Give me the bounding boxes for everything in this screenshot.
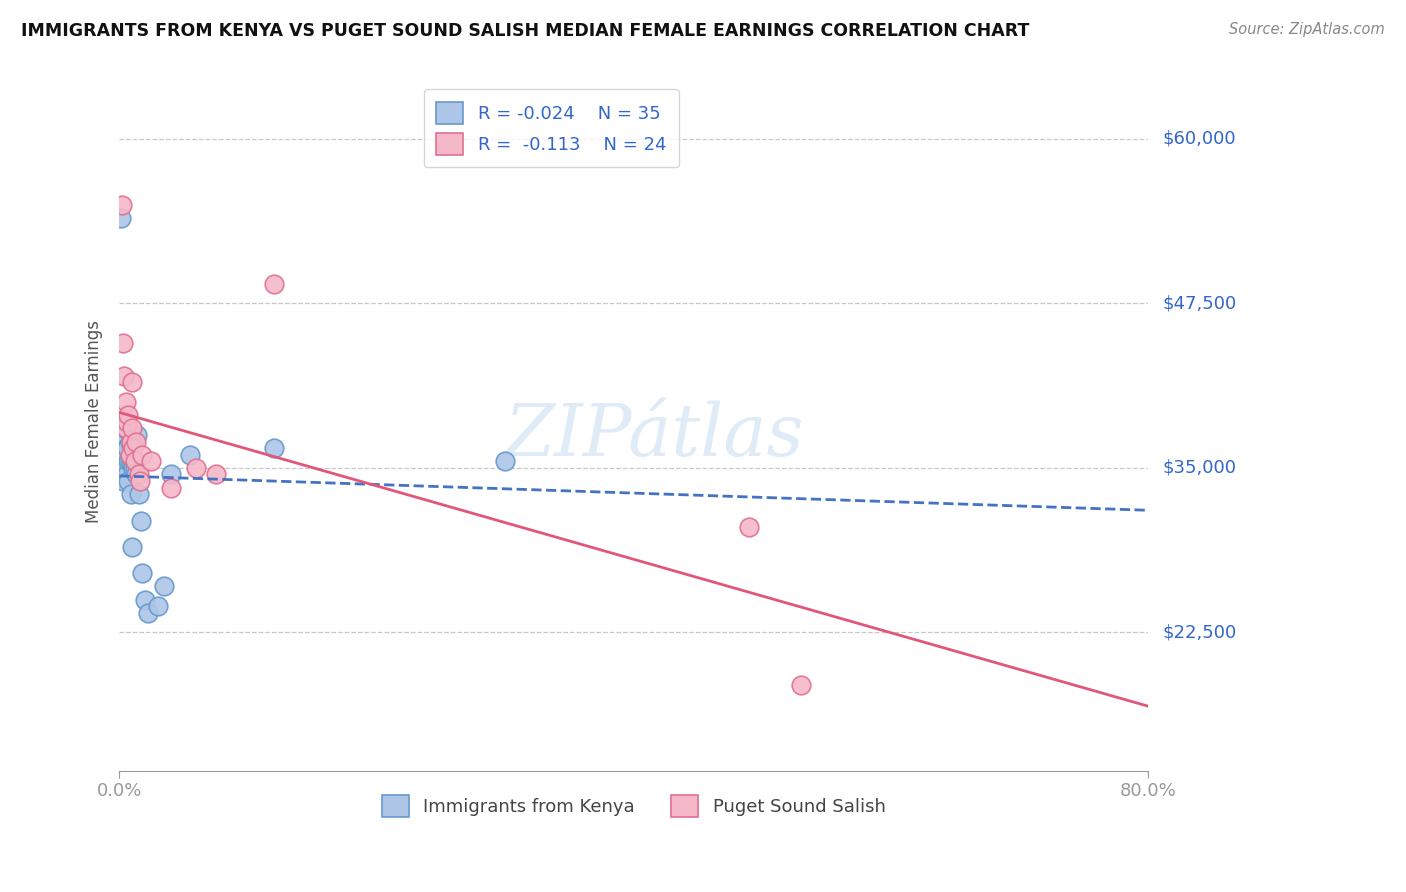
Point [111, 448, 134, 462]
Point [153, 579, 176, 593]
Point [129, 514, 152, 528]
Point [186, 461, 208, 475]
Point [131, 448, 153, 462]
Point [112, 428, 135, 442]
Point [121, 376, 143, 390]
Text: Source: ZipAtlas.com: Source: ZipAtlas.com [1229, 22, 1385, 37]
Point [263, 441, 285, 455]
Point [117, 474, 139, 488]
Point [146, 599, 169, 614]
Point [124, 454, 146, 468]
Point [131, 566, 153, 581]
Point [112, 454, 135, 468]
Legend: Immigrants from Kenya, Puget Sound Salish: Immigrants from Kenya, Puget Sound Salis… [374, 788, 893, 824]
Point [179, 448, 201, 462]
Point [121, 540, 143, 554]
Point [118, 448, 141, 462]
Point [122, 461, 145, 475]
Point [128, 467, 150, 482]
Point [115, 467, 138, 482]
Point [122, 434, 145, 449]
Point [128, 487, 150, 501]
Point [263, 277, 285, 291]
Point [112, 474, 135, 488]
Text: $60,000: $60,000 [1163, 130, 1236, 148]
Point [124, 461, 146, 475]
Point [134, 592, 156, 607]
Point [118, 454, 141, 468]
Point [114, 395, 136, 409]
Point [121, 454, 143, 468]
Text: $35,000: $35,000 [1163, 458, 1236, 477]
Text: $47,500: $47,500 [1163, 294, 1236, 312]
Point [111, 197, 134, 211]
Point [112, 335, 135, 350]
Point [128, 474, 150, 488]
Point [159, 467, 181, 482]
Point [204, 467, 226, 482]
Point [114, 461, 136, 475]
Point [141, 454, 163, 468]
Point [159, 481, 181, 495]
Point [122, 441, 145, 455]
Point [790, 678, 813, 692]
Point [115, 448, 138, 462]
Point [114, 441, 136, 455]
Point [120, 487, 142, 501]
Point [112, 421, 135, 435]
Text: $22,500: $22,500 [1163, 624, 1236, 641]
Point [125, 434, 148, 449]
Point [494, 454, 516, 468]
Point [738, 520, 761, 534]
Point [125, 467, 148, 482]
Point [110, 211, 132, 225]
Point [120, 448, 142, 462]
Point [117, 454, 139, 468]
Point [115, 441, 138, 455]
Point [112, 368, 135, 383]
Point [120, 434, 142, 449]
Y-axis label: Median Female Earnings: Median Female Earnings [86, 320, 103, 524]
Text: ZIPátlas: ZIPátlas [505, 401, 804, 471]
Point [115, 415, 138, 429]
Point [117, 409, 139, 423]
Point [114, 421, 136, 435]
Point [127, 428, 149, 442]
Point [136, 606, 159, 620]
Point [118, 434, 141, 449]
Text: IMMIGRANTS FROM KENYA VS PUGET SOUND SALISH MEDIAN FEMALE EARNINGS CORRELATION C: IMMIGRANTS FROM KENYA VS PUGET SOUND SAL… [21, 22, 1029, 40]
Point [121, 421, 143, 435]
